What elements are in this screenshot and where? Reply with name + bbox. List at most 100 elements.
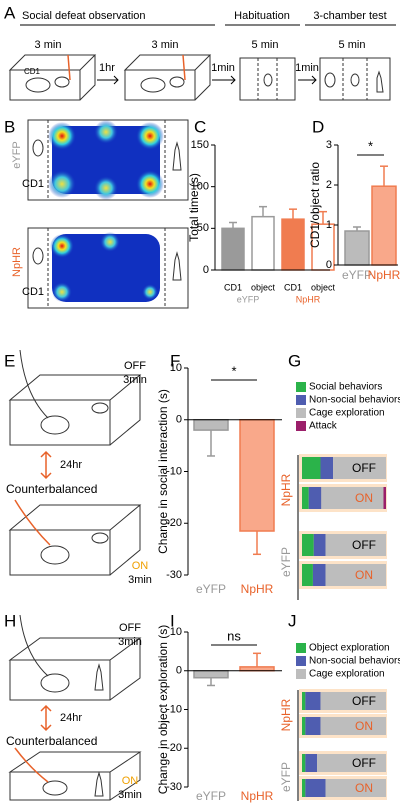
segment [305,779,326,797]
y-tick-label: 10 [170,362,182,374]
x-tick-label: object [311,282,336,292]
segment [302,457,321,479]
segment [302,779,306,797]
y-tick-label: 0 [203,264,209,276]
condition: ON [132,560,149,572]
heatmap [27,119,189,309]
y-tick-label: -10 [166,465,182,477]
bar [239,419,275,532]
stage-title: 3-chamber test [313,10,386,22]
row-label: OFF [352,694,376,708]
stage-title: Habituation [234,10,290,22]
y-axis-label: CD1/object ratio [308,162,322,248]
interval: 24hr [60,459,82,471]
row-label: OFF [352,461,376,475]
segment [320,457,334,479]
segment [325,779,386,797]
bar [251,215,275,271]
legend-swatch [296,408,306,418]
group-label: NpHR [279,473,293,506]
x-tick-label: eYFP [342,268,372,282]
segment [302,564,313,586]
panel-letter: B [4,117,15,136]
legend-swatch [296,656,306,666]
note: Counterbalanced [6,482,97,496]
legend-label: Social behaviors [309,382,382,393]
swap-arrow [40,450,52,480]
segment [320,717,386,735]
group-label: NpHR [279,698,293,731]
cage-drawing [8,54,391,101]
bar [239,666,275,672]
x-tick-label: CD1 [284,282,302,292]
condition: OFF [119,622,141,634]
segment [325,564,386,586]
swap-arrow [40,704,52,732]
y-tick-label: 3 [326,139,332,151]
segment [320,692,386,710]
x-tick-label: eYFP [196,582,226,596]
legend-swatch [296,382,306,392]
y-tick-label: 10 [170,626,182,638]
segment [383,487,386,509]
y-tick-label: 150 [191,139,209,151]
stage-title: Social defeat observation [22,10,146,22]
legend-label: Non-social behaviors [309,656,400,667]
x-tick-label: eYFP [196,789,226,803]
legend-swatch [296,395,306,405]
segment [321,487,384,509]
bar [221,227,245,271]
y-tick-label: -30 [166,569,182,581]
panel-letter: G [288,351,301,370]
group-label: eYFP [279,547,293,577]
y-tick-label: -30 [166,781,182,793]
segment [317,754,386,772]
row-label: ON [355,781,373,795]
panel-letter: F [170,351,180,370]
duration: 5 min [339,39,366,51]
row-label: OFF [352,538,376,552]
condition: ON [122,775,139,787]
interval: 1hr [99,62,115,74]
panel-letter: A [4,3,16,22]
panel-letter: E [4,351,15,370]
group-label: eYFP [11,141,23,169]
panel-letter: C [194,117,206,136]
panel-e: E OFF 3min 24hr Counterbalanced ON 3min [4,349,152,586]
panel-a: A Social defeat observation Habituation … [4,3,396,101]
y-tick-label: -20 [166,517,182,529]
cd1-label: CD1 [22,178,44,190]
interval: 1min [211,62,235,74]
duration: 3min [118,636,142,648]
row-label: ON [355,491,373,505]
x-tick-label: NpHR [241,789,274,803]
group-label: eYFP [237,294,260,304]
x-tick-label: NpHR [241,582,274,596]
significance-label: * [368,138,373,153]
y-tick-label: 0 [326,259,332,271]
group-label: eYFP [279,762,293,792]
panel-letter: D [312,117,324,136]
segment [312,564,326,586]
significance-label: * [231,363,236,378]
x-tick-label: CD1 [224,282,242,292]
y-axis-label: Change in social interaction (s) [156,389,170,554]
segment [302,487,309,509]
y-axis-label: Change in object exploration (s) [156,625,170,794]
y-tick-label: -20 [166,742,182,754]
group-label: NpHR [11,247,23,277]
x-tick-label: NpHR [368,268,400,282]
segment [305,692,321,710]
y-tick-label: 1 [326,219,332,231]
x-tick-label: object [251,282,276,292]
row-label: OFF [352,756,376,770]
duration: 3min [123,374,147,386]
legend-label: Non-social behaviors [309,395,400,406]
group-label: NpHR [296,294,321,304]
y-axis-label: Total time (s) [187,173,201,242]
duration: 5 min [252,39,279,51]
legend-label: Cage exploration [309,669,385,680]
interval: 24hr [60,712,82,724]
segment [325,534,386,556]
